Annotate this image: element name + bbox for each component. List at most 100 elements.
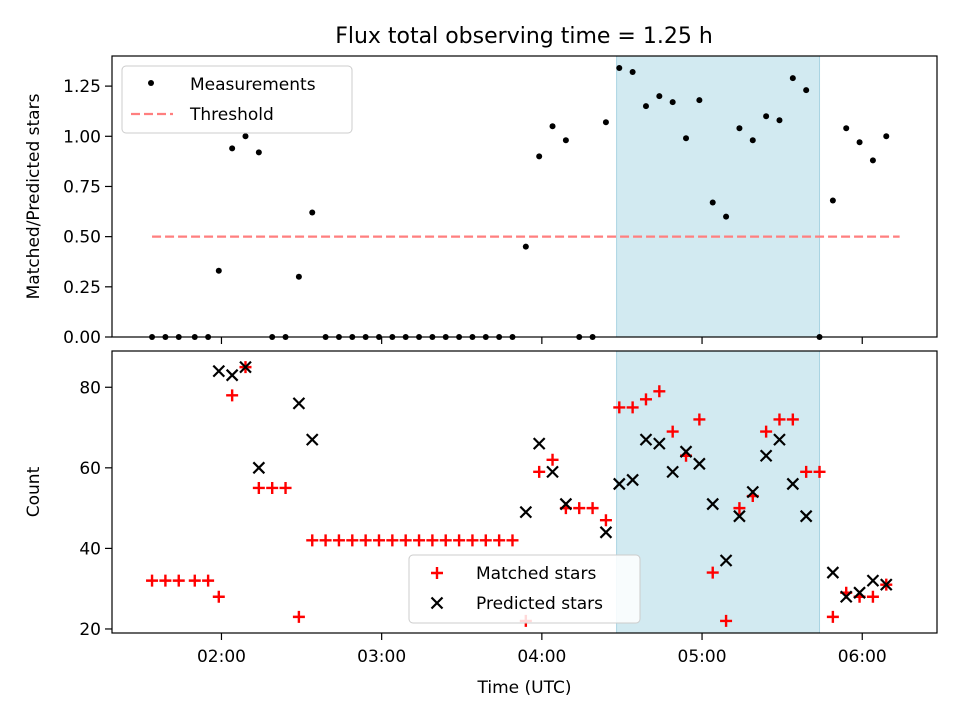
matched-star-marker xyxy=(172,574,185,587)
legend-box xyxy=(121,65,353,134)
matched-star-marker xyxy=(573,502,586,515)
measurement-point xyxy=(829,197,836,204)
measurement-point xyxy=(776,117,783,124)
chart-title: Flux total observing time = 1.25 h xyxy=(335,24,713,49)
measurement-point xyxy=(683,135,690,142)
x-axis-label: Time (UTC) xyxy=(477,678,572,698)
measurement-point xyxy=(229,145,236,152)
predicted-star-marker xyxy=(866,574,880,587)
matched-star-marker xyxy=(332,534,345,547)
matched-star-marker xyxy=(613,401,626,414)
measurement-point xyxy=(602,119,609,126)
measurement-point xyxy=(656,93,663,100)
predicted-star-marker xyxy=(799,509,813,523)
predicted-star-marker xyxy=(305,433,319,446)
ratio-panel: 0.00 0.25 0.50 0.75 1.00 1.25 Matched/Predicte… xyxy=(24,55,938,348)
measurement-point xyxy=(629,69,636,76)
measurement-point xyxy=(669,99,676,106)
matched-star-marker xyxy=(466,534,479,547)
predicted-star-marker xyxy=(879,578,893,591)
y-tick-label: 0.25 xyxy=(63,278,101,298)
matched-star-marker xyxy=(346,534,359,547)
x-tick-label: 04:00 xyxy=(517,647,566,667)
measurement-point xyxy=(883,133,890,140)
predicted-star-marker xyxy=(719,554,733,567)
axes-frame xyxy=(111,350,938,634)
matched-star-marker xyxy=(760,425,773,438)
matched-star-marker xyxy=(786,413,799,426)
matched-star-marker xyxy=(626,401,639,414)
predicted-star-marker xyxy=(839,590,853,604)
matched-star-marker xyxy=(546,453,559,466)
y-tick-label: 0.75 xyxy=(63,177,101,197)
matched-star-marker xyxy=(493,534,506,547)
measurement-point xyxy=(522,243,529,250)
predicted-star-marker xyxy=(826,566,840,579)
matched-star-marker xyxy=(453,534,466,547)
predicted-star-marker xyxy=(746,485,760,499)
legend-measurement-marker xyxy=(148,80,154,86)
x-tick-label: 02:00 xyxy=(197,647,246,667)
measurement-point xyxy=(242,133,249,140)
matched-star-marker xyxy=(639,393,652,406)
predicted-star-marker xyxy=(532,437,546,450)
matched-star-marker xyxy=(773,413,786,426)
matched-star-marker xyxy=(319,534,332,547)
matched-star-marker xyxy=(533,465,546,478)
matched-star-marker xyxy=(479,534,492,547)
matched-star-marker xyxy=(826,610,839,623)
legend: Matched stars Predicted stars xyxy=(408,554,641,624)
y-tick-label: 1.00 xyxy=(63,127,101,147)
predicted-star-marker xyxy=(679,445,693,458)
matched-star-marker xyxy=(426,534,439,547)
y-axis-label: Count xyxy=(24,466,44,517)
matched-star-marker xyxy=(800,465,813,478)
matched-star-marker xyxy=(693,413,706,426)
matched-star-marker xyxy=(266,481,279,494)
axes-frame xyxy=(111,55,938,338)
predicted-star-marker xyxy=(519,505,533,519)
predicted-star-marker xyxy=(225,368,239,382)
legend: Measurements Threshold xyxy=(121,65,353,134)
measurement-point xyxy=(723,213,730,220)
matched-star-marker xyxy=(653,385,666,398)
measurement-point xyxy=(549,123,556,130)
y-tick-label: 20 xyxy=(79,620,101,640)
measurement-point xyxy=(869,157,876,164)
predicted-star-marker xyxy=(599,526,613,539)
matched-star-marker xyxy=(159,574,172,587)
predicted-star-marker xyxy=(212,364,226,378)
matched-star-marker xyxy=(706,566,719,579)
legend-predicted-marker xyxy=(430,596,444,610)
measurement-point xyxy=(763,113,770,120)
measurement-point xyxy=(789,75,796,82)
measurement-point xyxy=(803,87,810,94)
measurement-point xyxy=(215,267,222,274)
matched-star-marker xyxy=(188,574,201,587)
predicted-star-marker xyxy=(706,497,720,511)
predicted-star-marker xyxy=(239,360,252,374)
y-axis-label: Matched/Predicted stars xyxy=(24,93,44,299)
legend-label: Matched stars xyxy=(476,564,596,584)
observing-window-band xyxy=(616,56,820,337)
predicted-star-marker xyxy=(666,465,679,479)
matched-star-marker xyxy=(813,465,826,478)
legend-label: Threshold xyxy=(189,105,274,125)
y-tick-label: 40 xyxy=(79,539,101,559)
matched-star-marker xyxy=(413,534,426,547)
measurement-point xyxy=(309,209,316,216)
observing-window-band xyxy=(616,351,820,633)
predicted-star-marker xyxy=(733,509,746,523)
measurement-point xyxy=(749,137,756,144)
matched-star-marker xyxy=(252,481,265,494)
predicted-star-marker xyxy=(773,433,786,446)
measurement-point xyxy=(255,149,262,156)
matched-star-marker xyxy=(212,590,225,603)
count-panel: 20 40 60 80 02:00 03:00 04:00 05:00 06:00 Count Ti… xyxy=(24,350,938,698)
measurement-point xyxy=(642,103,649,110)
measurement-point xyxy=(536,153,543,160)
matched-star-marker xyxy=(439,534,452,547)
y-tick-label: 1.25 xyxy=(63,77,101,97)
measurement-point xyxy=(295,273,302,280)
